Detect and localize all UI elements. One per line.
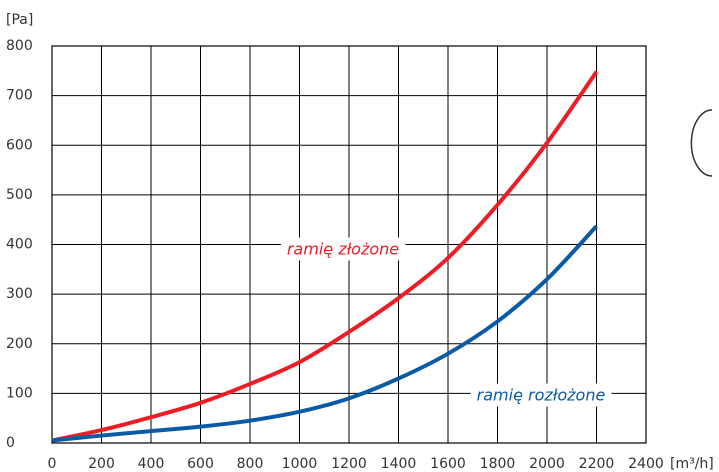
y-axis-label: [Pa] — [6, 12, 33, 28]
x-tick-label: 2000 — [529, 456, 565, 472]
y-tick-label: 700 — [6, 88, 33, 104]
x-tick-label: 1400 — [381, 456, 417, 472]
y-tick-label: 0 — [6, 435, 15, 451]
x-tick-label: 0 — [48, 456, 57, 472]
series-line — [51, 224, 598, 443]
y-tick-label: 800 — [6, 38, 33, 54]
x-tick-label: 400 — [138, 456, 165, 472]
x-axis-label: [m³/h] — [670, 456, 714, 472]
x-tick-label: 1600 — [430, 456, 466, 472]
y-tick-label: 300 — [6, 286, 33, 302]
x-tick-label: 2200 — [579, 456, 615, 472]
series-label: ramię rozłożone — [477, 386, 606, 405]
y-tick-label: 400 — [6, 237, 33, 253]
x-tick-label: 200 — [88, 456, 115, 472]
x-tick-label: 2400 — [628, 456, 664, 472]
decoration — [690, 109, 713, 177]
y-tick-label: 200 — [6, 336, 33, 352]
x-tick-label: 800 — [237, 456, 264, 472]
x-tick-label: 1200 — [331, 456, 367, 472]
label-background — [470, 383, 612, 407]
y-tick-label: 500 — [6, 187, 33, 203]
y-tick-label: 100 — [6, 385, 33, 401]
x-tick-label: 1000 — [282, 456, 318, 472]
x-tick-label: 600 — [187, 456, 214, 472]
series-label: ramię złożone — [287, 240, 399, 259]
series-line — [51, 70, 599, 443]
label-background — [280, 237, 406, 261]
x-tick-label: 1800 — [480, 456, 516, 472]
plot-frame — [51, 45, 647, 444]
y-tick-label: 600 — [6, 137, 33, 153]
